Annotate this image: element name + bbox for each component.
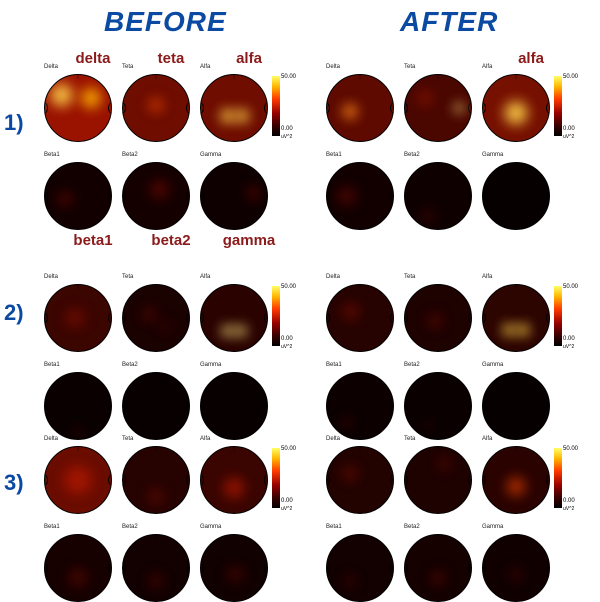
eeg-head xyxy=(404,446,472,514)
tiny-label: Beta1 xyxy=(44,152,60,158)
tiny-label: Beta2 xyxy=(122,362,138,368)
tiny-label: Delta xyxy=(44,274,58,280)
tiny-label: Gamma xyxy=(482,362,503,368)
eeg-head xyxy=(404,162,472,230)
tiny-label: Alfa xyxy=(482,64,492,70)
tiny-label: Alfa xyxy=(200,64,210,70)
tiny-label: Alfa xyxy=(482,436,492,442)
tiny-label: Delta xyxy=(326,274,340,280)
eeg-head xyxy=(200,534,268,602)
eeg-head xyxy=(404,284,472,352)
row-label-1: 1) xyxy=(4,110,24,136)
tiny-label: Alfa xyxy=(482,274,492,280)
eeg-head xyxy=(122,162,190,230)
tiny-label: Teta xyxy=(122,64,133,70)
eeg-head xyxy=(326,534,394,602)
eeg-head xyxy=(482,74,550,142)
header-after: AFTER xyxy=(400,6,498,38)
eeg-head xyxy=(200,372,268,440)
eeg-head xyxy=(200,162,268,230)
tiny-label: Teta xyxy=(404,436,415,442)
tiny-label: Delta xyxy=(326,64,340,70)
tiny-label: Beta1 xyxy=(326,152,342,158)
eeg-head xyxy=(44,372,112,440)
eeg-head xyxy=(122,284,190,352)
eeg-head xyxy=(200,446,268,514)
tiny-label: Beta1 xyxy=(44,524,60,530)
tiny-label: Alfa xyxy=(200,436,210,442)
eeg-head xyxy=(122,74,190,142)
band-label-beta1: beta1 xyxy=(60,232,126,249)
tiny-label: Delta xyxy=(44,64,58,70)
tiny-label: Beta2 xyxy=(404,524,420,530)
tiny-label: Beta1 xyxy=(326,362,342,368)
tiny-label: Delta xyxy=(44,436,58,442)
tiny-label: Beta2 xyxy=(122,524,138,530)
row-label-3: 3) xyxy=(4,470,24,496)
eeg-head xyxy=(122,446,190,514)
tiny-label: Teta xyxy=(122,274,133,280)
eeg-head xyxy=(326,74,394,142)
eeg-head xyxy=(404,372,472,440)
tiny-label: Delta xyxy=(326,436,340,442)
header-before: BEFORE xyxy=(104,6,227,38)
eeg-head xyxy=(326,284,394,352)
band-label-teta: teta xyxy=(138,50,204,67)
tiny-label: Gamma xyxy=(482,524,503,530)
eeg-head xyxy=(326,446,394,514)
eeg-head xyxy=(482,162,550,230)
tiny-label: Alfa xyxy=(200,274,210,280)
tiny-label: Teta xyxy=(404,274,415,280)
band-label-delta: delta xyxy=(60,50,126,67)
eeg-head xyxy=(326,372,394,440)
eeg-head xyxy=(404,74,472,142)
eeg-head xyxy=(44,162,112,230)
tiny-label: Beta1 xyxy=(326,524,342,530)
eeg-head xyxy=(404,534,472,602)
eeg-head xyxy=(482,372,550,440)
tiny-label: Beta2 xyxy=(404,362,420,368)
eeg-head xyxy=(122,372,190,440)
tiny-label: Gamma xyxy=(200,152,221,158)
colorbar: 50.000.00uV^2 xyxy=(272,76,280,136)
eeg-head xyxy=(44,74,112,142)
eeg-head xyxy=(44,446,112,514)
tiny-label: Gamma xyxy=(200,362,221,368)
tiny-label: Beta2 xyxy=(404,152,420,158)
tiny-label: Teta xyxy=(122,436,133,442)
eeg-head xyxy=(200,74,268,142)
colorbar: 50.000.00uV^2 xyxy=(554,448,562,508)
tiny-label: Teta xyxy=(404,64,415,70)
eeg-head xyxy=(122,534,190,602)
eeg-head xyxy=(326,162,394,230)
eeg-head xyxy=(200,284,268,352)
band-label-alfa-after: alfa xyxy=(498,50,564,67)
band-label-alfa: alfa xyxy=(216,50,282,67)
eeg-head xyxy=(482,284,550,352)
colorbar: 50.000.00uV^2 xyxy=(554,286,562,346)
colorbar: 50.000.00uV^2 xyxy=(272,286,280,346)
eeg-head xyxy=(44,534,112,602)
eeg-head xyxy=(44,284,112,352)
eeg-head xyxy=(482,534,550,602)
band-label-gamma: gamma xyxy=(216,232,282,249)
colorbar: 50.000.00uV^2 xyxy=(272,448,280,508)
tiny-label: Gamma xyxy=(200,524,221,530)
colorbar: 50.000.00uV^2 xyxy=(554,76,562,136)
row-label-2: 2) xyxy=(4,300,24,326)
tiny-label: Beta1 xyxy=(44,362,60,368)
tiny-label: Gamma xyxy=(482,152,503,158)
eeg-head xyxy=(482,446,550,514)
band-label-beta2: beta2 xyxy=(138,232,204,249)
tiny-label: Beta2 xyxy=(122,152,138,158)
